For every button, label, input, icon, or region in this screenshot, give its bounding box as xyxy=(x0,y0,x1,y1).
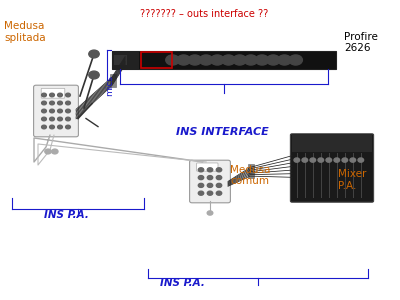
Text: ??????? – outs interface ??: ??????? – outs interface ?? xyxy=(140,9,268,19)
Circle shape xyxy=(52,149,58,154)
FancyBboxPatch shape xyxy=(197,163,218,171)
Circle shape xyxy=(198,183,204,188)
Circle shape xyxy=(207,176,213,180)
Circle shape xyxy=(42,125,46,129)
Text: Medusa
splitada: Medusa splitada xyxy=(4,21,46,43)
Circle shape xyxy=(177,55,190,65)
Circle shape xyxy=(50,109,54,113)
Circle shape xyxy=(66,101,70,105)
Bar xyxy=(112,51,336,69)
Circle shape xyxy=(66,109,70,113)
Text: mics: mics xyxy=(106,75,114,96)
Circle shape xyxy=(318,158,324,162)
FancyBboxPatch shape xyxy=(34,85,78,137)
Circle shape xyxy=(199,55,213,65)
Circle shape xyxy=(66,125,70,129)
Text: Profire
2626: Profire 2626 xyxy=(344,32,378,53)
Circle shape xyxy=(233,55,246,65)
Circle shape xyxy=(358,158,364,162)
Circle shape xyxy=(207,191,213,195)
Circle shape xyxy=(188,55,202,65)
Circle shape xyxy=(207,211,213,215)
Circle shape xyxy=(244,55,258,65)
Text: Mixer
P.A.: Mixer P.A. xyxy=(338,169,366,191)
FancyBboxPatch shape xyxy=(190,160,230,203)
Bar xyxy=(248,164,254,178)
Circle shape xyxy=(89,50,99,58)
FancyBboxPatch shape xyxy=(41,88,65,98)
Circle shape xyxy=(216,191,222,195)
Circle shape xyxy=(255,55,269,65)
Circle shape xyxy=(50,125,54,129)
Circle shape xyxy=(42,101,46,105)
Circle shape xyxy=(216,168,222,172)
Bar xyxy=(110,74,116,87)
Circle shape xyxy=(207,168,213,172)
Circle shape xyxy=(278,55,291,65)
Circle shape xyxy=(302,158,308,162)
Circle shape xyxy=(342,158,348,162)
Circle shape xyxy=(198,191,204,195)
Text: Medusa
comum: Medusa comum xyxy=(230,165,270,186)
Circle shape xyxy=(50,117,54,121)
Circle shape xyxy=(50,93,54,97)
Text: INS P.A.: INS P.A. xyxy=(160,278,205,289)
Circle shape xyxy=(42,109,46,113)
Circle shape xyxy=(198,176,204,180)
Text: INS INTERFACE: INS INTERFACE xyxy=(176,127,269,137)
Circle shape xyxy=(289,55,302,65)
Circle shape xyxy=(50,101,54,105)
Circle shape xyxy=(66,117,70,121)
Circle shape xyxy=(266,55,280,65)
Circle shape xyxy=(198,168,204,172)
Bar xyxy=(292,135,372,152)
Circle shape xyxy=(42,93,46,97)
Circle shape xyxy=(294,158,300,162)
Circle shape xyxy=(210,55,224,65)
Circle shape xyxy=(350,158,356,162)
Circle shape xyxy=(58,109,62,113)
Circle shape xyxy=(58,101,62,105)
Circle shape xyxy=(326,158,332,162)
Circle shape xyxy=(89,71,99,79)
Circle shape xyxy=(66,93,70,97)
Bar xyxy=(141,52,172,68)
Circle shape xyxy=(58,93,62,97)
Circle shape xyxy=(216,176,222,180)
Circle shape xyxy=(58,117,62,121)
Circle shape xyxy=(207,183,213,188)
Circle shape xyxy=(166,55,179,65)
Circle shape xyxy=(45,149,51,154)
Circle shape xyxy=(58,125,62,129)
Circle shape xyxy=(42,117,46,121)
FancyBboxPatch shape xyxy=(290,134,374,202)
Circle shape xyxy=(222,55,235,65)
Circle shape xyxy=(334,158,340,162)
Circle shape xyxy=(216,183,222,188)
Circle shape xyxy=(310,158,316,162)
Bar xyxy=(112,51,139,69)
Text: INS P.A.: INS P.A. xyxy=(44,209,89,220)
Bar xyxy=(114,55,128,65)
